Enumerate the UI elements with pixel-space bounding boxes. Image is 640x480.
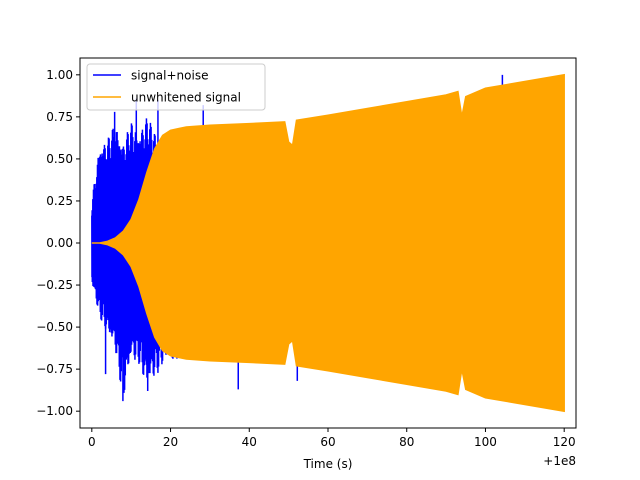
x-tick-label: 40	[242, 435, 257, 449]
series-unwhitened-signal	[91, 73, 565, 413]
y-tick-label: 0.00	[46, 236, 73, 250]
x-tick-label: 80	[399, 435, 414, 449]
y-tick-label: 0.25	[46, 194, 73, 208]
x-axis-label: Time (s)	[303, 457, 353, 471]
x-tick-label: 100	[474, 435, 497, 449]
y-tick-label: 0.50	[46, 152, 73, 166]
legend: signal+noise unwhitened signal	[86, 63, 266, 111]
y-tick-label: 0.75	[46, 110, 73, 124]
legend-label-signal-noise: signal+noise	[131, 69, 208, 83]
x-axis-offset-label: +1e8	[543, 454, 576, 468]
x-axis-ticks: 0 20 40 60 80 100 120	[88, 428, 576, 449]
x-tick-label: 60	[320, 435, 335, 449]
y-tick-label: 1.00	[46, 68, 73, 82]
plot-content	[91, 73, 565, 413]
x-tick-label: 0	[88, 435, 96, 449]
y-tick-label: −1.00	[36, 404, 73, 418]
legend-frame	[86, 63, 266, 111]
x-tick-label: 20	[163, 435, 178, 449]
x-tick-label: 120	[553, 435, 576, 449]
legend-label-unwhitened-signal: unwhitened signal	[131, 91, 241, 105]
y-axis-ticks: −1.00 −0.75 −0.50 −0.25 0.00 0.25 0.50 0.75 1.00	[36, 68, 80, 418]
y-tick-label: −0.50	[36, 320, 73, 334]
y-tick-label: −0.25	[36, 278, 73, 292]
y-tick-label: −0.75	[36, 362, 73, 376]
